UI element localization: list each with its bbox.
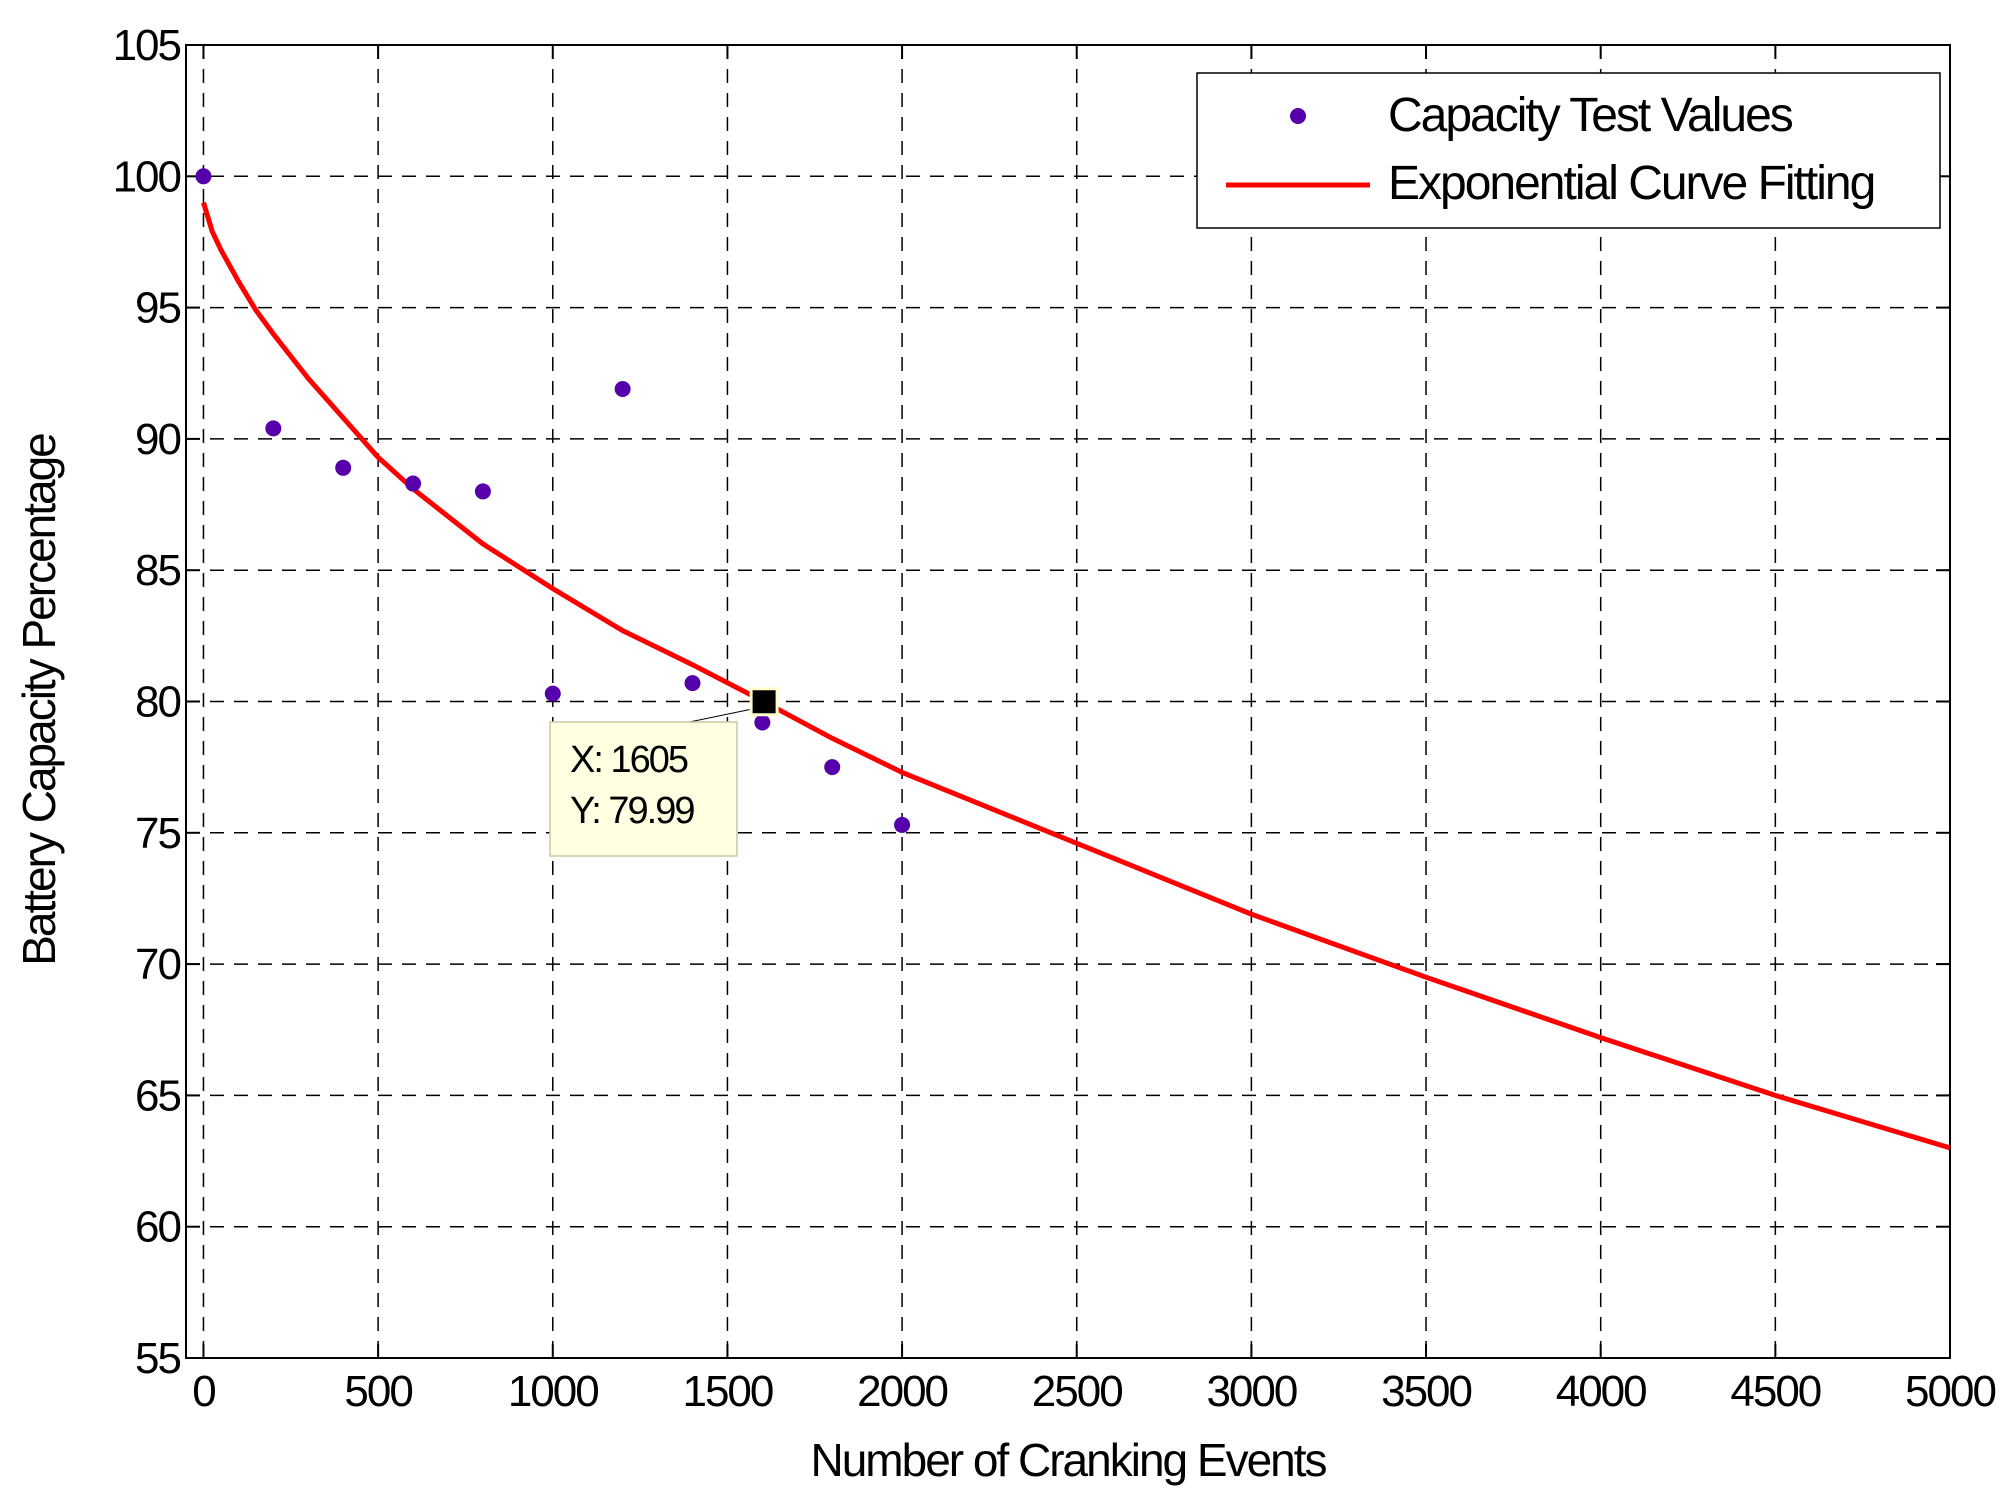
data-point: [265, 420, 282, 437]
data-point: [754, 714, 771, 731]
data-point: [474, 483, 491, 500]
y-tick-label: 80: [135, 678, 180, 727]
y-tick-label: 90: [135, 415, 180, 464]
y-tick-label: 85: [135, 546, 180, 595]
fit-curve-group: [201, 201, 1951, 1151]
x-tick-label: 500: [344, 1367, 412, 1416]
data-point: [195, 168, 212, 185]
legend-box: [1196, 72, 1941, 229]
y-tick-label: 65: [135, 1071, 180, 1120]
datatip-y-label: Y: 79.99: [570, 790, 694, 832]
data-point: [405, 475, 422, 492]
data-point: [684, 675, 701, 692]
y-tick-labels: 55 60 65 70 75 80 85 90 95 100 105: [113, 21, 183, 1383]
x-tick-label: 0: [192, 1367, 215, 1416]
datatip[interactable]: X: 1605 Y: 79.99: [549, 687, 779, 857]
legend-label-capacity-test-values: Capacity Test Values: [1388, 89, 1793, 142]
x-tick-labels: 0 500 1000 1500 2000 2500 3000 3500 4000 4500 5000: [192, 1367, 1997, 1416]
x-axis-title: Number of Cranking Events: [810, 1434, 1326, 1486]
data-point: [824, 759, 841, 776]
x-tick-label: 3000: [1206, 1367, 1296, 1416]
x-tick-label: 1000: [508, 1367, 598, 1416]
data-point: [894, 816, 911, 833]
y-axis-title: Battery Capacity Percentage: [13, 434, 65, 966]
x-tick-label: 5000: [1905, 1367, 1995, 1416]
datatip-marker[interactable]: [749, 687, 779, 717]
data-point: [614, 381, 631, 398]
x-tick-label: 2000: [857, 1367, 947, 1416]
y-tick-label: 75: [135, 809, 180, 858]
y-tick-label: 95: [135, 284, 180, 333]
x-tick-label: 2500: [1032, 1367, 1122, 1416]
fit-curve-line: [201, 201, 1951, 1151]
datatip-box: [549, 721, 738, 857]
x-tick-label: 4000: [1556, 1367, 1646, 1416]
legend-marker-scatter: [1290, 108, 1306, 124]
data-point: [335, 459, 352, 476]
axis-ticks: [186, 44, 1951, 1359]
data-point: [544, 685, 561, 702]
y-tick-label: 60: [135, 1203, 180, 1252]
y-tick-label: 70: [135, 940, 180, 989]
datatip-x-label: X: 1605: [570, 739, 688, 781]
x-tick-label: 4500: [1730, 1367, 1820, 1416]
x-tick-label: 1500: [682, 1367, 772, 1416]
y-tick-label: 100: [113, 152, 181, 201]
data-points-group: [195, 168, 911, 833]
legend-label-exponential-curve-fitting: Exponential Curve Fitting: [1388, 157, 1874, 210]
y-tick-label: 105: [113, 21, 181, 70]
legend: Capacity Test Values Exponential Curve F…: [1196, 72, 1941, 229]
y-tick-label: 55: [135, 1334, 180, 1383]
x-tick-label: 3500: [1381, 1367, 1471, 1416]
